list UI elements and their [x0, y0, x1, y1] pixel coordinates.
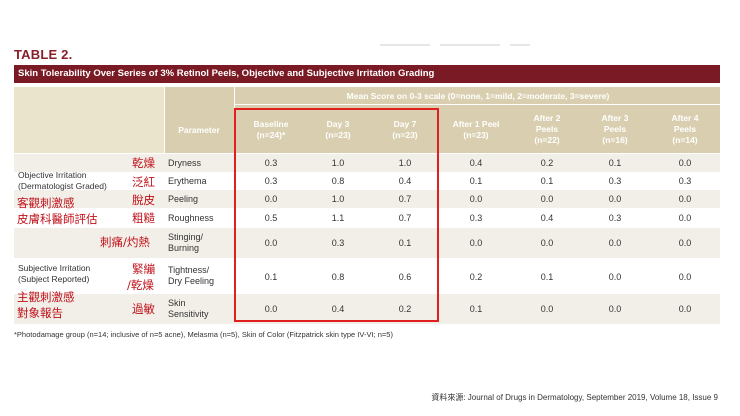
table-cell: 0.0 [469, 238, 483, 248]
decor-line [510, 44, 530, 46]
table-cell: 0.1 [540, 176, 554, 186]
table-cell: 0.0 [608, 238, 622, 248]
table-cell: 0.0 [264, 238, 278, 248]
table-title: Skin Tolerability Over Series of 3% Reti… [14, 65, 720, 83]
table-cell: 0.1 [264, 272, 278, 282]
table-cell: 0.7 [398, 213, 412, 223]
table-cell: 0.0 [678, 213, 692, 223]
table-cell: 0.1 [398, 238, 412, 248]
table-cell: 0.0 [540, 194, 554, 204]
annotation-objective-l1: 客觀刺激感 [17, 196, 75, 210]
table-cell: 0.3 [264, 176, 278, 186]
source-citation: 資料來源: Journal of Drugs in Dermatology, S… [431, 393, 718, 402]
table-cell: 0.3 [608, 176, 622, 186]
decor-line [440, 44, 500, 46]
scale-header: Mean Score on 0-3 scale (0=none, 1=mild,… [346, 91, 610, 101]
table-cell: 0.3 [264, 158, 278, 168]
annotation-tightness-l2: /乾燥 [127, 278, 154, 292]
param-stinging: Stinging/Burning [168, 232, 204, 253]
table-cell: 0.4 [398, 176, 412, 186]
col-header-after3: After 3 Peels (n=16) [601, 113, 629, 145]
annotation-sensitivity: 過敏 [132, 302, 155, 316]
annotation-subjective-l2: 對象報告 [17, 306, 63, 320]
table-row [14, 294, 720, 324]
highlight-box [234, 108, 439, 322]
table-row [14, 154, 720, 172]
footnote: *Photodamage group (n=14; inclusive of n… [14, 330, 393, 339]
table-cell: 0.1 [608, 158, 622, 168]
table-cell: 0.2 [469, 272, 483, 282]
table-cell: 0.1 [469, 176, 483, 186]
table-cell: 1.0 [331, 194, 345, 204]
table-row [14, 228, 720, 258]
table-row [14, 190, 720, 208]
table-cell: 0.0 [469, 194, 483, 204]
header-corner [14, 87, 164, 153]
table-cell: 0.8 [331, 176, 345, 186]
table-cell: 0.0 [264, 194, 278, 204]
annotation-stinging: 刺痛/灼熱 [100, 235, 150, 249]
subjective-group-label: Subjective Irritation (Subject Reported) [18, 263, 91, 284]
table-cell: 0.0 [608, 304, 622, 314]
table-cell: 0.4 [469, 158, 483, 168]
table-cell: 0.7 [398, 194, 412, 204]
table-cell: 0.6 [398, 272, 412, 282]
divider [234, 104, 720, 105]
col-header-after1: After 1 Peel (n=23) [452, 119, 500, 140]
col-header-day3: Day 3 (n=23) [325, 119, 351, 140]
param-dryness: Dryness [168, 158, 202, 168]
annotation-peeling: 脫皮 [132, 193, 155, 207]
table-cell: 0.8 [331, 272, 345, 282]
table-label: TABLE 2. [14, 47, 73, 62]
table-cell: 0.0 [678, 158, 692, 168]
table-cell: 0.0 [608, 272, 622, 282]
table-cell: 0.5 [264, 213, 278, 223]
param-sensitivity: Skin Sensitivity [168, 298, 209, 319]
table-cell: 0.2 [398, 304, 412, 314]
table-cell: 0.1 [540, 272, 554, 282]
table-cell: 1.0 [398, 158, 412, 168]
table-cell: 0.0 [678, 272, 692, 282]
col-header-after4: After 4 Peels (n=14) [671, 113, 699, 145]
parameter-header: Parameter [178, 125, 220, 135]
col-header-after2: After 2 Peels (n=22) [533, 113, 561, 145]
annotation-objective-l2: 皮膚科醫師評估 [17, 212, 98, 226]
table-cell: 0.2 [540, 158, 554, 168]
table-cell: 0.0 [264, 304, 278, 314]
decor-line [380, 44, 430, 46]
table-cell: 1.0 [331, 158, 345, 168]
table-cell: 0.4 [540, 213, 554, 223]
col-header-baseline: Baseline (n=24)* [253, 119, 289, 140]
table-cell: 1.1 [331, 213, 345, 223]
table-cell: 0.0 [608, 194, 622, 204]
table-cell: 0.3 [678, 176, 692, 186]
divider [164, 87, 165, 153]
annotation-erythema: 泛紅 [132, 175, 155, 189]
objective-group-label: Objective Irritation (Dermatologist Grade… [18, 170, 107, 191]
table-cell: 0.0 [540, 304, 554, 314]
table-cell: 0.0 [540, 238, 554, 248]
table-cell: 0.1 [469, 304, 483, 314]
param-peeling: Peeling [168, 194, 199, 204]
table-cell: 0.0 [678, 194, 692, 204]
col-header-day7: Day 7 (n=23) [392, 119, 418, 140]
annotation-tightness-l1: 緊繃 [132, 262, 155, 276]
param-erythema: Erythema [168, 176, 207, 186]
annotation-dryness: 乾燥 [132, 156, 155, 170]
annotation-subjective-l1: 主觀刺激感 [17, 290, 75, 304]
table-cell: 0.3 [469, 213, 483, 223]
param-roughness: Roughness [168, 213, 214, 223]
table-cell: 0.0 [678, 304, 692, 314]
table-cell: 0.0 [678, 238, 692, 248]
table-cell: 0.3 [608, 213, 622, 223]
table-cell: 0.3 [331, 238, 345, 248]
table-cell: 0.4 [331, 304, 345, 314]
annotation-roughness: 粗糙 [132, 211, 155, 225]
param-tightness: Tightness/Dry Feeling [168, 265, 215, 286]
